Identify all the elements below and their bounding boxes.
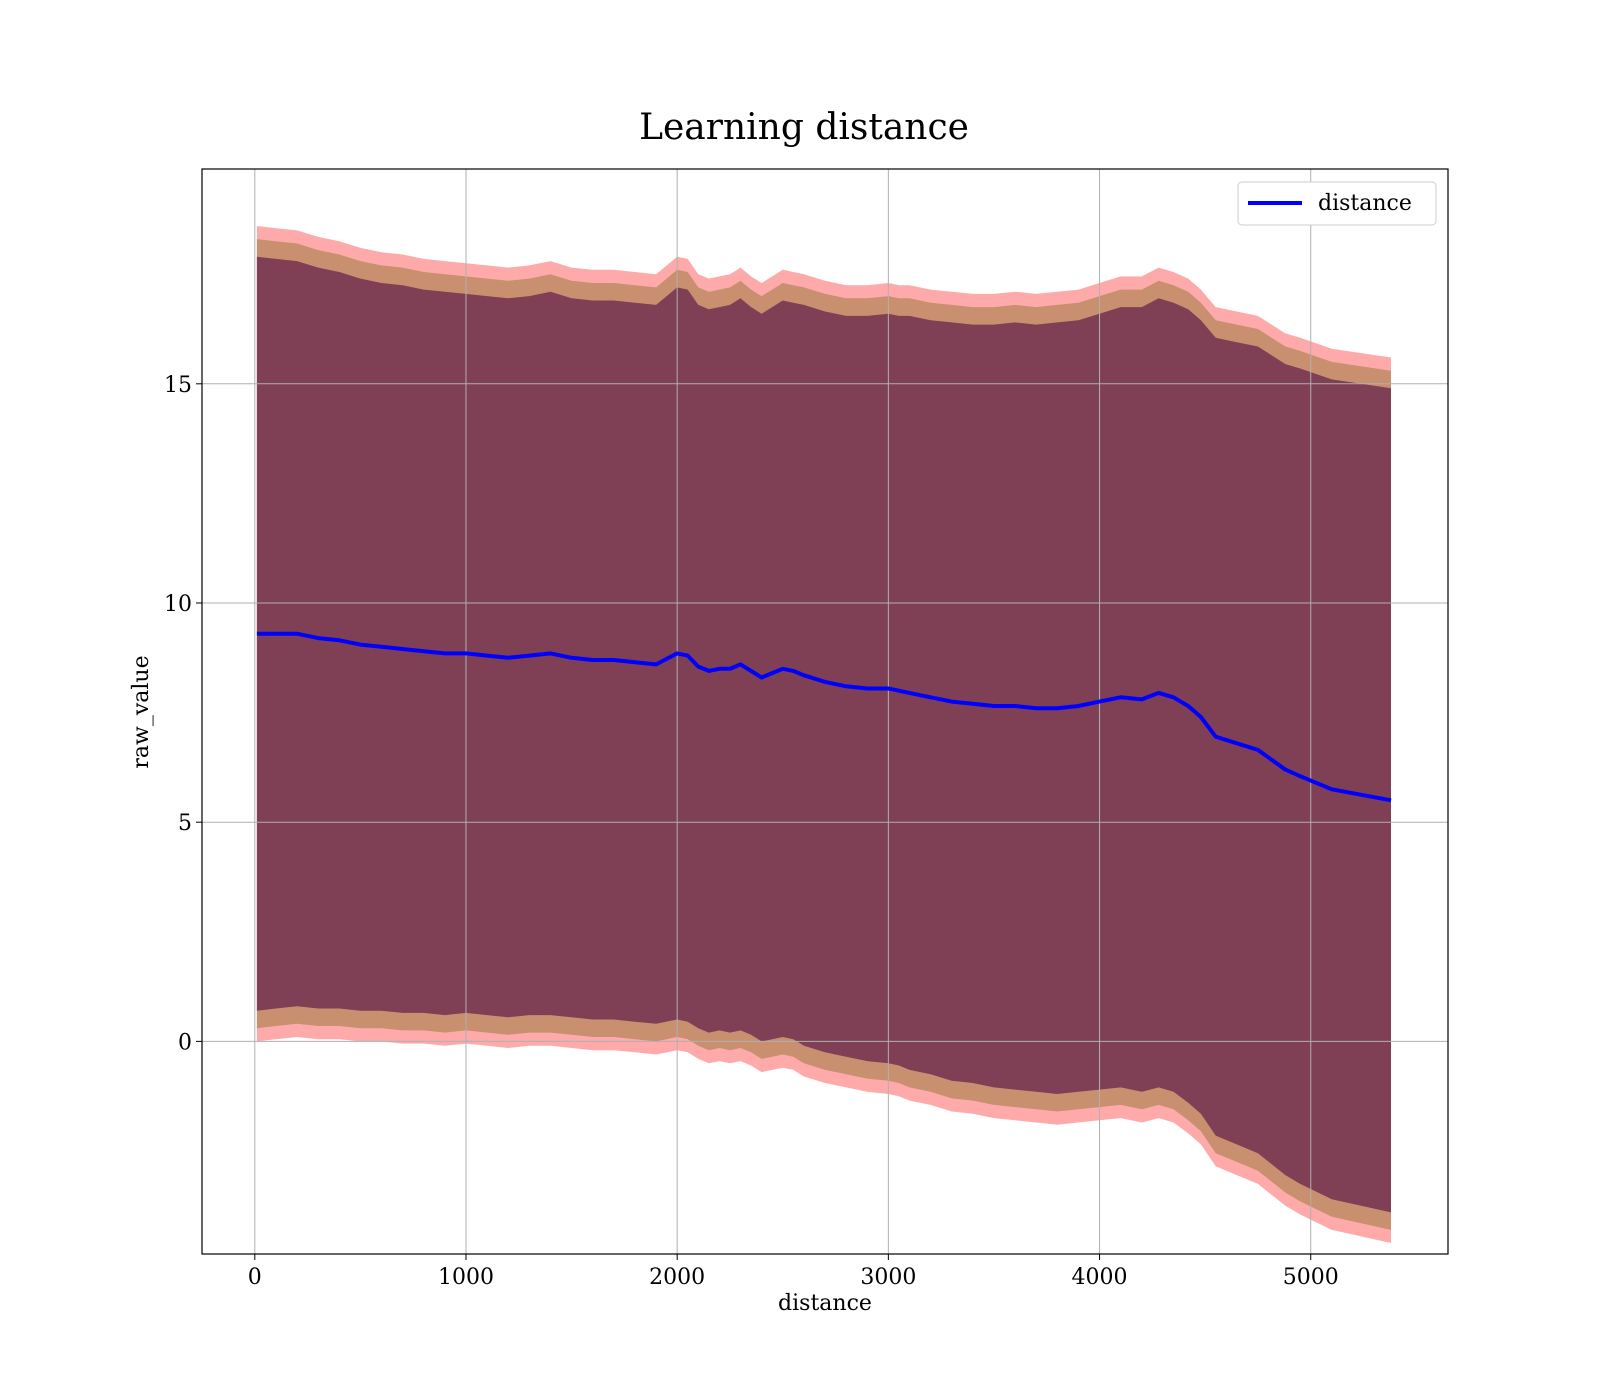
x-tick-label: 0 xyxy=(248,1265,262,1290)
grid-lines xyxy=(202,169,1448,1254)
x-tick-label: 1000 xyxy=(438,1265,494,1290)
x-tick-label: 4000 xyxy=(1072,1265,1128,1290)
y-axis-label: raw_value xyxy=(129,655,154,768)
x-axis-ticks: 0 1000 2000 3000 4000 5000 xyxy=(248,1254,1339,1290)
legend: distance xyxy=(1237,181,1437,226)
x-tick-label: 2000 xyxy=(649,1265,705,1290)
y-tick-label: 10 xyxy=(164,592,192,617)
y-tick-label: 0 xyxy=(178,1030,192,1055)
confidence-bands xyxy=(256,226,1391,1243)
series-lines xyxy=(256,631,1392,803)
x-axis-label: distance xyxy=(778,1291,872,1316)
legend-entry-label: distance xyxy=(1318,191,1412,216)
series-line-distance xyxy=(256,631,1392,803)
x-tick-label: 5000 xyxy=(1283,1265,1339,1290)
chart-title: Learning distance xyxy=(639,107,969,148)
y-axis-ticks: 0 5 10 15 xyxy=(164,373,202,1055)
legend-box xyxy=(1237,181,1437,226)
plot-frame xyxy=(201,168,1449,1255)
y-tick-label: 15 xyxy=(164,373,192,398)
x-tick-label: 3000 xyxy=(860,1265,916,1290)
band-inner xyxy=(256,256,1391,1213)
y-tick-label: 5 xyxy=(178,811,192,836)
